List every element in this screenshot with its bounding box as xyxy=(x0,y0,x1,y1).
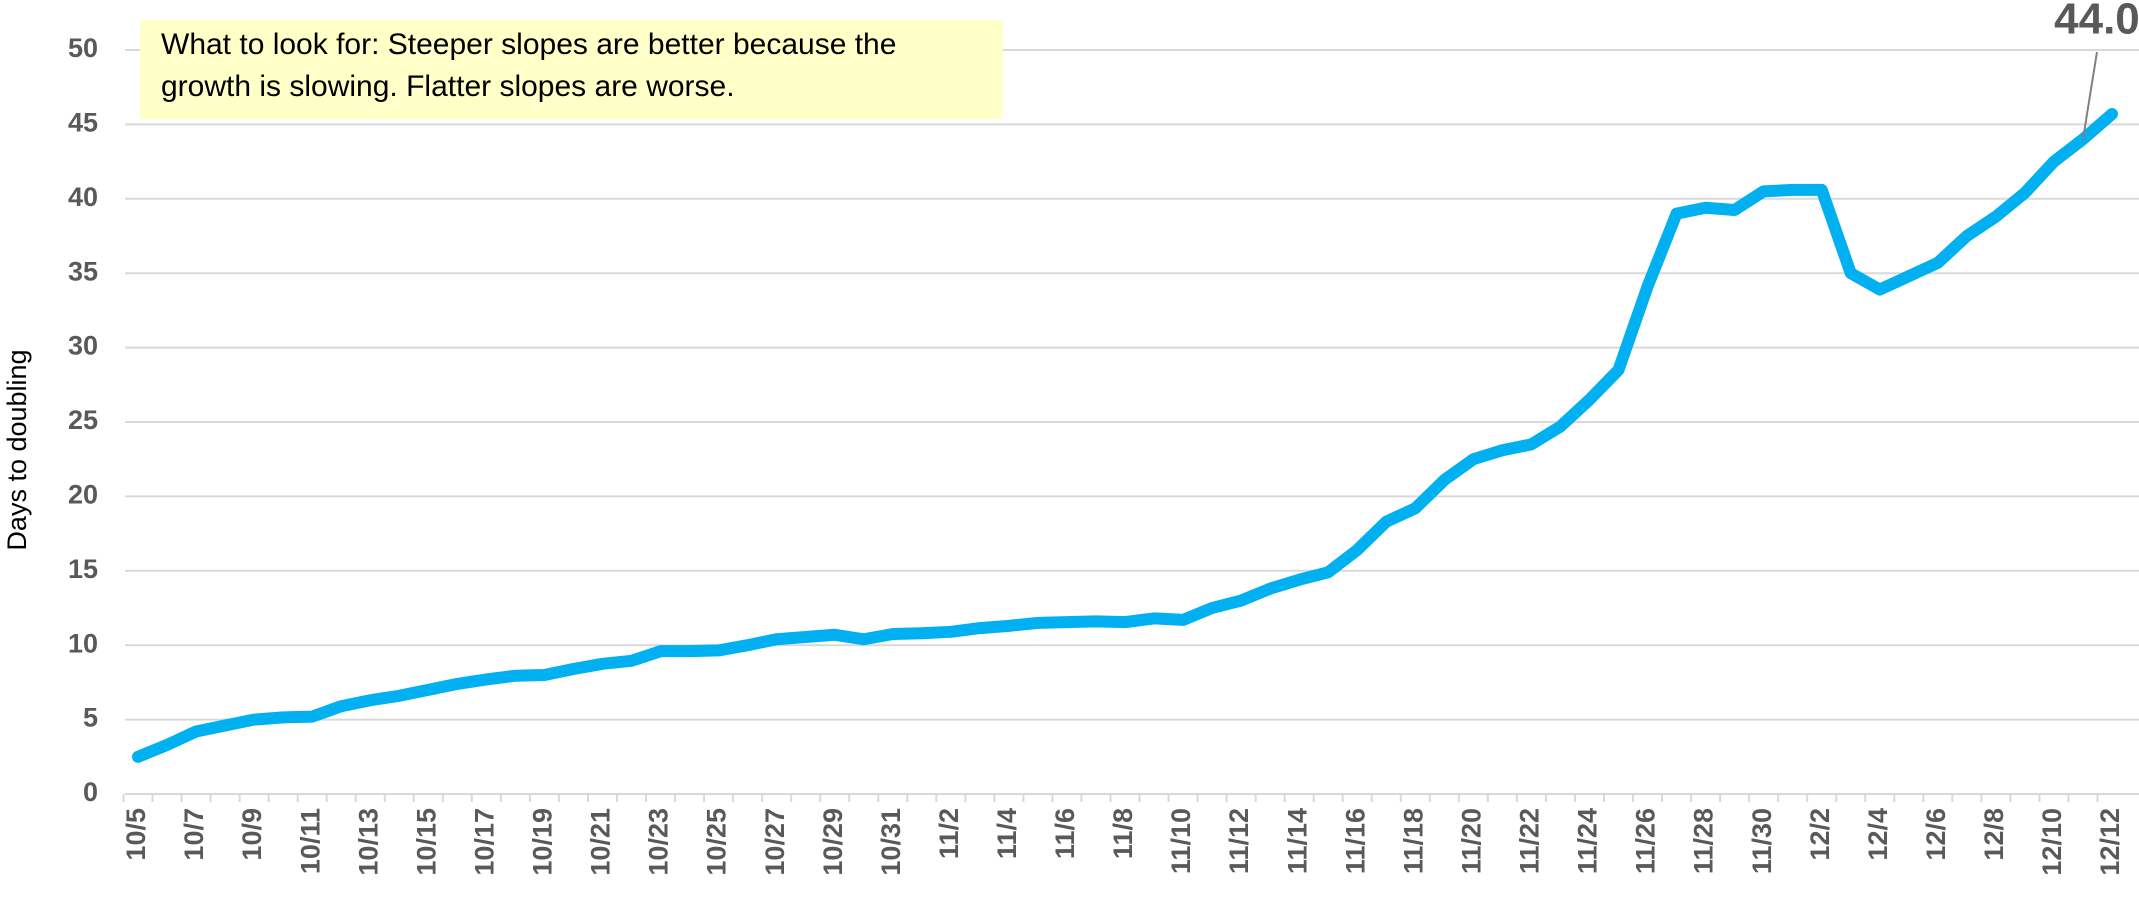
x-tick-label: 12/12 xyxy=(2095,808,2125,876)
x-tick-label: 10/7 xyxy=(179,808,209,861)
x-tick-label: 10/19 xyxy=(528,808,558,876)
y-tick-label: 45 xyxy=(68,108,98,138)
x-tick-label: 11/4 xyxy=(992,808,1022,859)
note-text: What to look for: Steeper slopes are bet… xyxy=(161,28,896,61)
note-box xyxy=(140,20,1003,119)
x-tick-label: 10/21 xyxy=(586,808,616,876)
x-tick-label: 11/8 xyxy=(1108,808,1138,859)
y-tick-label: 15 xyxy=(68,554,98,584)
x-tick-label: 11/22 xyxy=(1515,808,1545,874)
y-tick-label: 10 xyxy=(68,628,98,658)
x-tick-label: 12/10 xyxy=(2037,808,2067,876)
x-tick-label: 11/10 xyxy=(1166,808,1196,874)
x-tick-label: 11/18 xyxy=(1398,808,1428,874)
x-tick-label: 11/6 xyxy=(1050,808,1080,859)
x-tick-label: 12/6 xyxy=(1921,808,1951,861)
x-tick-label: 10/25 xyxy=(702,808,732,876)
y-tick-label: 50 xyxy=(68,33,98,63)
y-tick-label: 0 xyxy=(83,777,98,807)
note-text: growth is slowing. Flatter slopes are wo… xyxy=(161,70,735,103)
y-axis-title: Days to doubling xyxy=(2,349,32,550)
x-tick-label: 10/9 xyxy=(237,808,267,861)
x-tick-label: 10/15 xyxy=(411,808,441,876)
x-tick-label: 12/8 xyxy=(1979,808,2009,861)
x-tick-label: 12/2 xyxy=(1805,808,1835,861)
data-label: 44.0 xyxy=(2054,0,2139,44)
x-tick-label: 11/24 xyxy=(1573,808,1603,874)
y-tick-label: 25 xyxy=(68,405,98,435)
x-tick-label: 11/2 xyxy=(934,808,964,859)
x-tick-label: 11/26 xyxy=(1631,808,1661,874)
x-tick-label: 10/31 xyxy=(876,808,906,876)
x-tick-label: 11/12 xyxy=(1224,808,1254,874)
x-tick-label: 10/13 xyxy=(353,808,383,876)
x-tick-label: 10/5 xyxy=(121,808,151,861)
x-tick-label: 11/16 xyxy=(1340,808,1370,874)
y-tick-label: 30 xyxy=(68,331,98,361)
x-tick-label: 10/17 xyxy=(469,808,499,876)
x-tick-label: 10/11 xyxy=(295,808,325,874)
x-tick-label: 10/29 xyxy=(818,808,848,876)
x-tick-label: 10/27 xyxy=(760,808,790,876)
y-tick-label: 40 xyxy=(68,182,98,212)
x-tick-label: 12/4 xyxy=(1863,808,1893,861)
x-tick-label: 11/28 xyxy=(1689,808,1719,874)
y-tick-label: 35 xyxy=(68,256,98,286)
x-tick-label: 11/30 xyxy=(1747,808,1777,874)
x-tick-label: 11/14 xyxy=(1282,808,1312,874)
data-line xyxy=(132,107,2118,763)
x-tick-label: 10/23 xyxy=(644,808,674,876)
y-tick-label: 20 xyxy=(68,480,98,510)
leader-line xyxy=(2081,51,2098,140)
x-tick-label: 11/20 xyxy=(1456,808,1486,874)
y-tick-label: 5 xyxy=(83,703,98,733)
